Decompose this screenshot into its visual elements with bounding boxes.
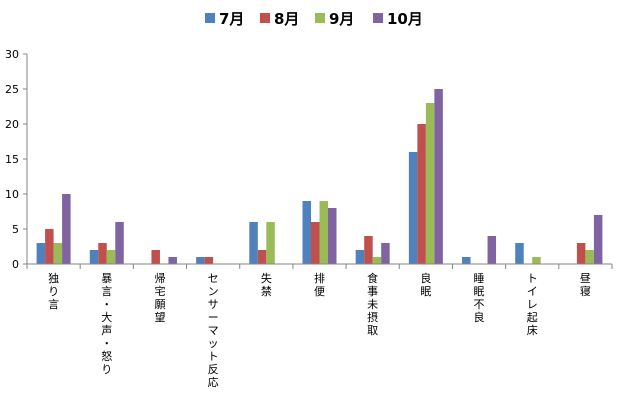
x-category-label: 昼寝: [580, 272, 591, 298]
x-axis: 独り言 暴言・大声・怒り 帰宅願望 センサーマット反応 失禁 排便 食事未摂取 良眠 睡眠不良 ト…: [26, 263, 613, 389]
bar: [425, 103, 435, 264]
bar: [115, 222, 124, 264]
bar: [576, 243, 586, 264]
x-category-label: 失禁: [261, 272, 272, 298]
x-category-label: 帰宅願望: [154, 272, 165, 324]
bar: [532, 257, 541, 264]
x-category-label: トイレ起床: [527, 272, 538, 337]
x-category-label: センサーマット反応: [208, 272, 219, 389]
bar: [89, 250, 99, 264]
bar: [36, 243, 46, 264]
bar: [204, 257, 214, 264]
x-category-label: 睡眠不良: [474, 272, 485, 324]
legend-label: 7月: [219, 10, 244, 28]
bar: [381, 243, 390, 264]
bar: [487, 236, 497, 264]
bar: [408, 152, 418, 264]
legend-swatch: [205, 13, 215, 23]
bar: [328, 208, 337, 264]
bar: [585, 250, 594, 264]
bar: [372, 257, 382, 264]
y-tick-label: 25: [5, 83, 19, 96]
bar: [168, 257, 177, 264]
bar: [106, 250, 116, 264]
bar: [434, 89, 443, 264]
bar: [417, 124, 426, 264]
bar: [257, 250, 267, 264]
legend: 7月 8月 9月 10月: [205, 10, 423, 28]
bar: [462, 257, 471, 264]
bar: [319, 201, 328, 264]
bar: [266, 222, 275, 264]
y-tick-label: 30: [5, 48, 19, 61]
y-tick-label: 10: [5, 188, 19, 201]
bar: [311, 222, 320, 264]
y-tick-label: 15: [5, 153, 19, 166]
x-category-label: 独り言: [48, 272, 59, 311]
x-category-label: 暴言・大声・怒り: [101, 272, 112, 376]
bar: [355, 250, 365, 264]
x-category-label: 排便: [314, 271, 325, 298]
bar: [98, 243, 107, 264]
bar: [364, 236, 373, 264]
bar: [196, 257, 205, 264]
y-tick-label: 20: [5, 118, 19, 131]
legend-swatch: [373, 13, 383, 23]
x-category-label: 食事未摂取: [367, 271, 378, 337]
y-tick-label: 0: [12, 258, 19, 271]
legend-label: 8月: [274, 10, 299, 28]
legend-swatch: [315, 13, 325, 23]
bar: [593, 215, 603, 264]
bar: [249, 222, 258, 264]
y-axis: 0 5 10 15 20 25 30: [5, 48, 28, 271]
legend-label: 10月: [387, 10, 423, 28]
legend-swatch: [260, 13, 270, 23]
bar: [53, 243, 63, 264]
bar: [302, 201, 311, 264]
bar: [45, 229, 54, 264]
bar: [515, 243, 524, 264]
bars: [36, 89, 603, 264]
y-tick-label: 5: [12, 223, 19, 236]
legend-label: 9月: [329, 10, 354, 28]
bar: [62, 194, 71, 264]
bar: [151, 250, 160, 264]
x-category-label: 良眠: [420, 271, 431, 298]
